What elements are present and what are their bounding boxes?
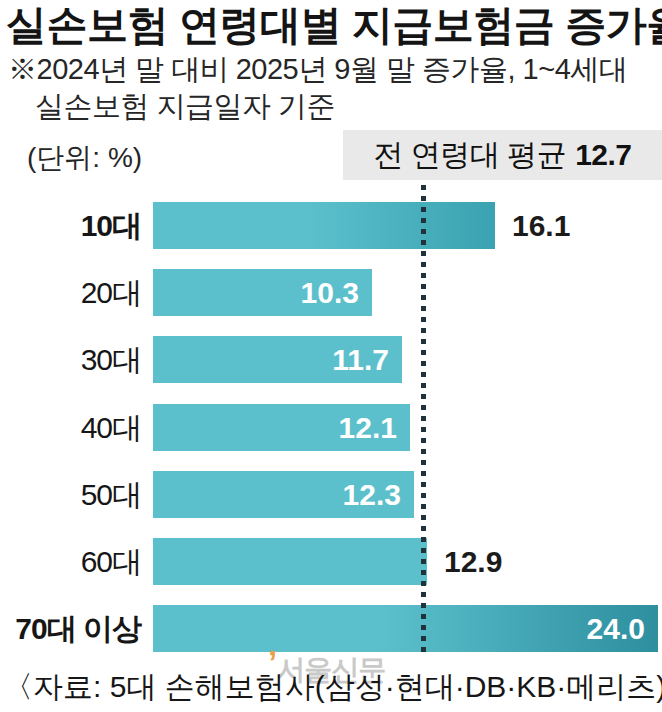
chart-row: 60대 12.9 xyxy=(0,538,662,585)
category-label: 70대 이상 xyxy=(0,605,141,652)
chart-row: 20대 10.3 xyxy=(0,269,662,316)
value-label: 11.7 xyxy=(332,336,389,383)
value-label: 24.0 xyxy=(587,605,645,652)
chart-subtitle: ※2024년 말 대비 2025년 9월 말 증가율, 1~4세대실손보험 지급… xyxy=(8,51,627,125)
category-label: 60대 xyxy=(0,538,141,585)
chart-title: 실손보험 연령대별 지급보험금 증가율 xyxy=(6,0,662,53)
subtitle-line2: 실손보험 지급일자 기준 xyxy=(35,90,335,122)
chart-row: 30대 11.7 xyxy=(0,336,662,383)
source-note: 〈자료: 5대 손해보험사(삼성·현대·DB·KB·메리츠)〉 xyxy=(3,667,662,708)
bar-30대: 11.7 xyxy=(153,336,402,383)
bar-70대 이상: 24.0 xyxy=(153,605,658,652)
category-label: 40대 xyxy=(0,404,141,451)
infographic: 실손보험 연령대별 지급보험금 증가율 ※2024년 말 대비 2025년 9월… xyxy=(0,0,662,712)
chart-row: 50대 12.3 xyxy=(0,471,662,518)
chart-row: 10대 16.1 xyxy=(0,202,662,249)
category-label: 30대 xyxy=(0,336,141,383)
average-callout: 전 연령대 평균 12.7 xyxy=(343,130,662,180)
bar-60대 xyxy=(153,538,427,585)
bar-50대: 12.3 xyxy=(153,471,414,518)
value-label: 16.1 xyxy=(512,202,570,249)
average-value: 12.7 xyxy=(575,138,631,172)
value-label: 10.3 xyxy=(301,269,359,316)
bar-10대 xyxy=(153,202,495,249)
average-label: 전 연령대 평균 xyxy=(373,135,566,176)
chart-row: 70대 이상 24.0 xyxy=(0,605,662,652)
chart-row: 40대 12.1 xyxy=(0,404,662,451)
unit-label: (단위: %) xyxy=(27,139,142,177)
bar-40대: 12.1 xyxy=(153,404,410,451)
category-label: 50대 xyxy=(0,471,141,518)
value-label: 12.9 xyxy=(444,538,502,585)
category-label: 10대 xyxy=(0,202,141,249)
value-label: 12.1 xyxy=(339,404,397,451)
bar-20대: 10.3 xyxy=(153,269,372,316)
category-label: 20대 xyxy=(0,269,141,316)
average-reference-line xyxy=(421,185,426,658)
subtitle-line1: ※2024년 말 대비 2025년 9월 말 증가율, 1~4세대 xyxy=(8,53,627,85)
value-label: 12.3 xyxy=(343,471,401,518)
